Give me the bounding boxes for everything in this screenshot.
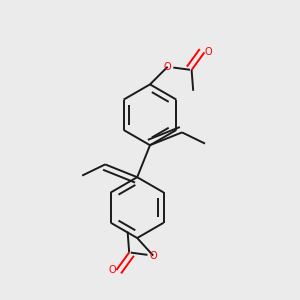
Text: O: O <box>109 265 116 275</box>
Text: O: O <box>149 250 157 261</box>
Text: O: O <box>204 47 212 57</box>
Text: O: O <box>164 62 171 72</box>
